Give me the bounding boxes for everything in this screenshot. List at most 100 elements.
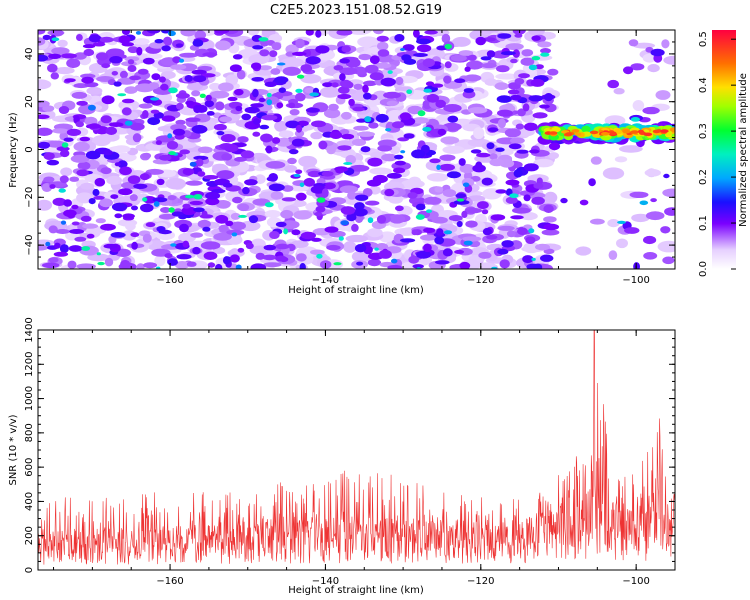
spectrogram-cell — [179, 149, 190, 155]
spectrogram-cell — [69, 176, 80, 182]
spectrogram-cell — [142, 57, 155, 65]
spectrogram-cell — [282, 66, 301, 76]
spectrogram-cell — [443, 75, 452, 84]
spectrogram-cell — [305, 56, 321, 65]
spectrogram-signal — [551, 126, 561, 133]
spectrogram-cell — [297, 120, 309, 127]
spectrogram-cell — [377, 145, 393, 152]
spectrogram-cell — [296, 192, 307, 201]
spectrogram-cell — [278, 130, 294, 138]
spectrogram-cell — [528, 228, 535, 234]
spectrogram-cell — [117, 160, 128, 169]
spectrogram-cell — [309, 92, 320, 97]
spectrogram-cell — [464, 66, 471, 72]
spectrogram-cell — [489, 158, 505, 167]
spectrogram-cell — [393, 167, 406, 174]
spectrogram-cell — [136, 46, 143, 56]
spectrogram-cell — [42, 34, 51, 41]
spectrogram-cell — [523, 194, 531, 202]
spectrogram-cell — [76, 34, 83, 41]
spectrogram-cell — [341, 133, 355, 140]
spectrogram-cell — [242, 186, 250, 195]
spectrogram-cell — [311, 120, 326, 128]
spectrogram-cell — [71, 221, 80, 226]
spectrogram-cell — [645, 211, 665, 221]
spectrogram-cell — [265, 145, 273, 154]
spectrogram-cell — [322, 82, 334, 88]
spectrogram-cell — [324, 226, 339, 233]
spectrogram-signal — [630, 130, 639, 134]
spectrogram-cell — [543, 223, 560, 231]
spectrogram-cell — [389, 145, 401, 155]
spectrogram-cell — [536, 177, 543, 185]
spectrogram-cell — [310, 237, 322, 242]
spectrogram-cell — [395, 205, 404, 212]
spectrogram-cell — [486, 142, 495, 150]
spectrogram-cell — [355, 194, 369, 201]
spectrogram-cell — [178, 58, 185, 63]
spectrogram-cell — [283, 228, 288, 235]
spectrogram-cell — [367, 259, 382, 267]
spectrogram-cell — [80, 215, 92, 222]
spectrogram-signal — [643, 132, 653, 137]
spectrogram-cell — [280, 220, 300, 230]
spectrogram-cell — [541, 229, 560, 236]
spectrogram-cell — [644, 169, 661, 177]
spectrogram-cell — [367, 157, 383, 167]
spectrogram-cell — [365, 200, 380, 206]
spectrogram-cell — [452, 36, 471, 47]
spectrogram-cell — [480, 56, 492, 61]
spectrogram-cell — [629, 191, 649, 198]
spectrogram-cell — [38, 199, 52, 211]
spectrogram-cell — [367, 217, 374, 224]
spectrogram-cell — [258, 65, 272, 71]
spectrogram-cell — [106, 175, 123, 185]
spectrogram-cell — [468, 107, 488, 114]
spectrogram-cell — [250, 103, 264, 108]
spectrogram-cell — [496, 95, 512, 103]
spectrogram-cell — [75, 121, 85, 128]
spectrogram-cell — [442, 189, 457, 198]
spectrogram-cell — [150, 97, 160, 101]
spectrogram-cell — [244, 179, 258, 186]
spectrogram-cell — [376, 35, 389, 42]
spectrogram-cell — [197, 146, 213, 154]
spectrogram-cell — [462, 182, 470, 188]
spectrogram-signal — [622, 129, 631, 134]
spectrogram-cell — [310, 249, 325, 255]
spectrogram-cell — [103, 243, 118, 249]
spectrogram-cell — [416, 44, 432, 53]
spectrogram-cell — [369, 167, 392, 175]
spectrogram-cell — [275, 255, 287, 262]
spectrogram-cell — [148, 82, 159, 90]
spectrogram-cell — [70, 154, 90, 163]
spectrogram-cell — [447, 115, 459, 123]
spectrogram-cell — [204, 100, 214, 108]
spectrogram-cell — [491, 266, 498, 269]
spectrogram-cell — [284, 165, 298, 173]
spectrogram-cell — [523, 163, 539, 172]
spectrogram-cell — [540, 48, 551, 54]
spectrogram-cell — [250, 263, 267, 269]
spectrogram-cell — [54, 67, 75, 75]
spectrogram-cell — [315, 45, 330, 54]
spectrogram-cell — [314, 211, 323, 217]
spectrogram-cell — [531, 196, 545, 205]
spectrogram-cell — [300, 74, 322, 84]
spectrogram-cell — [364, 116, 372, 123]
spectrogram-panel: −160 −140 −120 −100 −40 −20 0 20 40 Height of st… — [8, 29, 749, 296]
spectrogram-cell — [354, 244, 367, 253]
spectrogram-cell — [176, 254, 192, 260]
spectrogram-cell — [510, 137, 525, 144]
spectrogram-cell — [264, 81, 277, 88]
spectrogram-cell — [87, 253, 110, 262]
spectrogram-cell — [265, 161, 286, 169]
spectrogram-cell — [185, 180, 203, 186]
spectrogram-cell — [189, 200, 204, 206]
spectrogram-cell — [481, 177, 493, 186]
spectrogram-cell — [248, 54, 270, 65]
spectrogram-cell — [167, 258, 179, 266]
spectrogram-cell — [225, 220, 234, 227]
spectrogram-cell — [532, 112, 548, 119]
